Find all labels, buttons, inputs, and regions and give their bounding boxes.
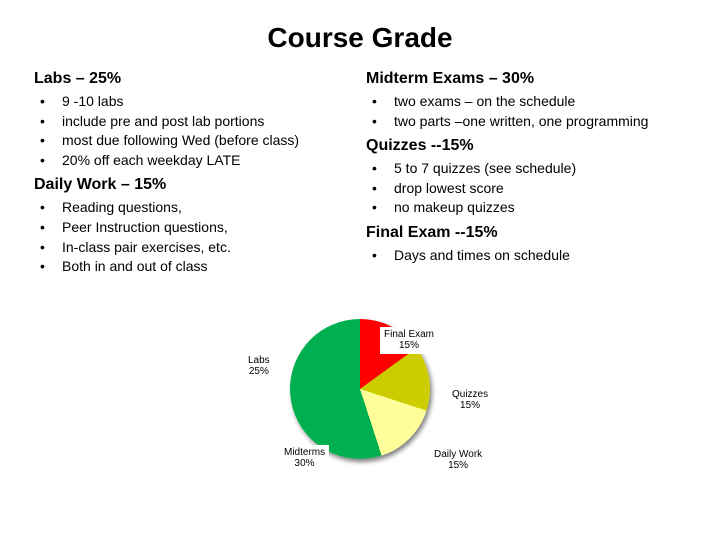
pie-slice-label: Quizzes 15% bbox=[448, 387, 492, 414]
final-heading: Final Exam --15% bbox=[366, 224, 686, 242]
pie-slice-label: Daily Work 15% bbox=[430, 447, 486, 474]
left-column: Labs – 25% 9 -10 labs include pre and po… bbox=[34, 68, 360, 283]
pie-slice-label: Midterms 30% bbox=[280, 445, 329, 472]
list-item: 5 to 7 quizzes (see schedule) bbox=[366, 159, 686, 179]
list-item: drop lowest score bbox=[366, 179, 686, 199]
pie-slice-label: Labs 25% bbox=[244, 353, 274, 380]
midterm-heading: Midterm Exams – 30% bbox=[366, 70, 686, 88]
daily-heading: Daily Work – 15% bbox=[34, 176, 354, 194]
list-item: In-class pair exercises, etc. bbox=[34, 238, 354, 258]
list-item: Both in and out of class bbox=[34, 257, 354, 277]
quizzes-heading: Quizzes --15% bbox=[366, 137, 686, 155]
list-item: 9 -10 labs bbox=[34, 92, 354, 112]
list-item: two exams – on the schedule bbox=[366, 92, 686, 112]
chart-container: Labs 25% Final Exam 15% Quizzes 15% Daily W… bbox=[0, 289, 720, 499]
daily-list: Reading questions, Peer Instruction ques… bbox=[34, 198, 354, 276]
list-item: two parts –one written, one programming bbox=[366, 112, 686, 132]
midterm-list: two exams – on the schedule two parts –o… bbox=[366, 92, 686, 131]
pie-chart: Labs 25% Final Exam 15% Quizzes 15% Daily W… bbox=[190, 289, 530, 499]
quizzes-list: 5 to 7 quizzes (see schedule) drop lowes… bbox=[366, 159, 686, 218]
list-item: most due following Wed (before class) bbox=[34, 131, 354, 151]
pie-slice-label: Final Exam 15% bbox=[380, 327, 438, 354]
right-column: Midterm Exams – 30% two exams – on the s… bbox=[360, 68, 686, 283]
page-title: Course Grade bbox=[0, 0, 720, 68]
list-item: no makeup quizzes bbox=[366, 198, 686, 218]
list-item: 20% off each weekday LATE bbox=[34, 151, 354, 171]
list-item: Reading questions, bbox=[34, 198, 354, 218]
labs-list: 9 -10 labs include pre and post lab port… bbox=[34, 92, 354, 170]
list-item: Peer Instruction questions, bbox=[34, 218, 354, 238]
content-columns: Labs – 25% 9 -10 labs include pre and po… bbox=[0, 68, 720, 283]
final-list: Days and times on schedule bbox=[366, 246, 686, 266]
list-item: include pre and post lab portions bbox=[34, 112, 354, 132]
list-item: Days and times on schedule bbox=[366, 246, 686, 266]
labs-heading: Labs – 25% bbox=[34, 70, 354, 88]
